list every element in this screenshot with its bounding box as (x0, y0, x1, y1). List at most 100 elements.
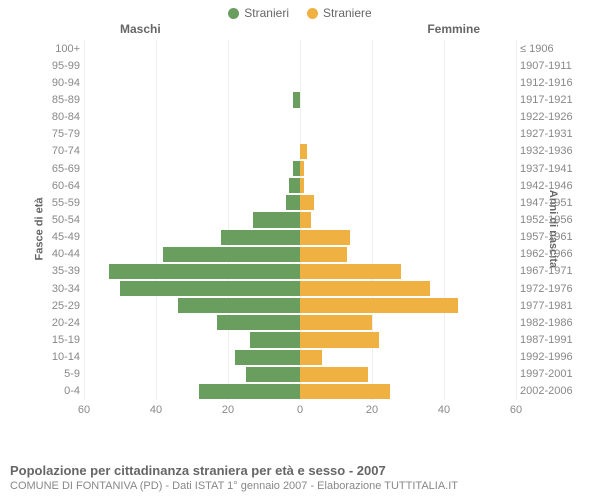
bar-female (300, 298, 458, 313)
age-row: 10-141992-1996 (44, 349, 556, 366)
age-label: 95-99 (42, 60, 80, 72)
bar-pair (84, 384, 516, 399)
bar-pair (84, 281, 516, 296)
caption: Popolazione per cittadinanza straniera p… (10, 463, 590, 492)
birth-year-label: 1972-1976 (520, 283, 578, 295)
bar-pair (84, 75, 516, 90)
population-pyramid-chart: Fasce di età Anni di nascita 60402002040… (44, 40, 556, 418)
birth-year-label: 1992-1996 (520, 351, 578, 363)
birth-year-label: 1997-2001 (520, 368, 578, 380)
age-row: 75-791927-1931 (44, 126, 556, 143)
birth-year-label: 1967-1971 (520, 265, 578, 277)
age-row: 80-841922-1926 (44, 109, 556, 126)
age-row: 60-641942-1946 (44, 177, 556, 194)
bar-female (300, 332, 379, 347)
age-label: 35-39 (42, 265, 80, 277)
bar-male (286, 195, 300, 210)
bar-pair (84, 247, 516, 262)
bar-male (221, 230, 300, 245)
bar-male (246, 367, 300, 382)
age-row: 65-691937-1941 (44, 160, 556, 177)
legend-label-male: Stranieri (244, 6, 289, 20)
age-row: 45-491957-1961 (44, 229, 556, 246)
age-label: 15-19 (42, 334, 80, 346)
rows: 100+≤ 190695-991907-191190-941912-191685… (44, 40, 556, 400)
birth-year-label: 1982-1986 (520, 317, 578, 329)
bar-male (109, 264, 300, 279)
legend-swatch-male (228, 8, 239, 19)
bar-male (199, 384, 300, 399)
bar-pair (84, 41, 516, 56)
age-label: 50-54 (42, 214, 80, 226)
age-label: 10-14 (42, 351, 80, 363)
bar-pair (84, 58, 516, 73)
age-row: 95-991907-1911 (44, 57, 556, 74)
age-row: 5-91997-2001 (44, 366, 556, 383)
age-label: 80-84 (42, 111, 80, 123)
age-row: 85-891917-1921 (44, 91, 556, 108)
birth-year-label: 1937-1941 (520, 163, 578, 175)
bar-pair (84, 230, 516, 245)
age-label: 30-34 (42, 283, 80, 295)
age-row: 55-591947-1951 (44, 194, 556, 211)
age-label: 85-89 (42, 94, 80, 106)
bar-male (293, 92, 300, 107)
birth-year-label: 1927-1931 (520, 128, 578, 140)
age-label: 40-44 (42, 248, 80, 260)
x-tick-label: 40 (150, 404, 162, 416)
age-label: 25-29 (42, 300, 80, 312)
bar-male (250, 332, 300, 347)
bar-female (300, 144, 307, 159)
bar-male (178, 298, 300, 313)
panel-title-right: Femmine (427, 22, 480, 36)
x-tick-label: 0 (297, 404, 303, 416)
birth-year-label: 1907-1911 (520, 60, 578, 72)
bar-male (235, 350, 300, 365)
bar-pair (84, 367, 516, 382)
bar-pair (84, 332, 516, 347)
age-row: 35-391967-1971 (44, 263, 556, 280)
bar-pair (84, 212, 516, 227)
bar-female (300, 178, 304, 193)
panel-title-left: Maschi (120, 22, 161, 36)
caption-subtitle: COMUNE DI FONTANIVA (PD) - Dati ISTAT 1°… (10, 480, 590, 492)
bar-pair (84, 92, 516, 107)
panel-titles: Maschi Femmine (0, 20, 600, 36)
bar-pair (84, 110, 516, 125)
bar-pair (84, 144, 516, 159)
legend-item-female: Straniere (307, 6, 372, 20)
legend-item-male: Stranieri (228, 6, 289, 20)
bar-pair (84, 315, 516, 330)
age-label: 55-59 (42, 197, 80, 209)
birth-year-label: 1977-1981 (520, 300, 578, 312)
birth-year-label: 1917-1921 (520, 94, 578, 106)
age-row: 70-741932-1936 (44, 143, 556, 160)
birth-year-label: 1932-1936 (520, 145, 578, 157)
bar-male (293, 161, 300, 176)
age-label: 70-74 (42, 145, 80, 157)
bar-female (300, 367, 368, 382)
age-label: 0-4 (42, 385, 80, 397)
bar-pair (84, 178, 516, 193)
bar-male (120, 281, 300, 296)
bar-female (300, 230, 350, 245)
bar-male (163, 247, 300, 262)
age-row: 90-941912-1916 (44, 74, 556, 91)
bar-female (300, 264, 401, 279)
bar-pair (84, 161, 516, 176)
age-row: 30-341972-1976 (44, 280, 556, 297)
age-label: 20-24 (42, 317, 80, 329)
bar-female (300, 161, 304, 176)
age-label: 5-9 (42, 368, 80, 380)
bar-pair (84, 264, 516, 279)
age-row: 15-191987-1991 (44, 331, 556, 348)
birth-year-label: 2002-2006 (520, 385, 578, 397)
x-tick-label: 60 (78, 404, 90, 416)
bar-pair (84, 350, 516, 365)
age-row: 50-541952-1956 (44, 211, 556, 228)
age-row: 40-441962-1966 (44, 246, 556, 263)
age-row: 25-291977-1981 (44, 297, 556, 314)
x-tick-label: 20 (366, 404, 378, 416)
age-row: 0-42002-2006 (44, 383, 556, 400)
x-tick-label: 20 (222, 404, 234, 416)
